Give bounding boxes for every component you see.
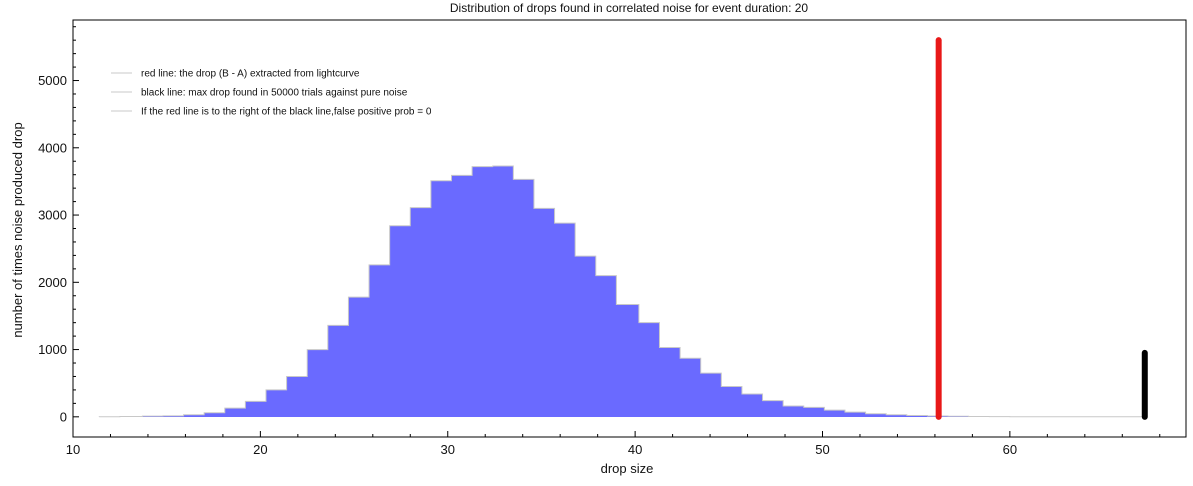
histogram-bar <box>204 412 225 417</box>
histogram-bar <box>369 264 390 417</box>
histogram-bar <box>575 256 596 417</box>
x-tick-label: 40 <box>628 442 642 457</box>
histogram-bar <box>700 373 722 417</box>
histogram-bar <box>492 165 514 417</box>
legend: red line: the drop (B - A) extracted fro… <box>111 69 432 118</box>
y-axis-ticks: 0 1000 2000 3000 4000 5000 <box>38 26 79 424</box>
legend-entry: black line: max drop found in 50000 tria… <box>141 88 408 99</box>
y-tick-label: 1000 <box>38 342 67 357</box>
x-tick-label: 20 <box>253 442 267 457</box>
histogram-bar <box>741 393 763 417</box>
histogram-bar <box>616 304 639 417</box>
histogram-bar <box>472 166 493 417</box>
histogram-bars <box>99 165 1145 417</box>
histogram-bar <box>659 347 681 417</box>
histogram-bar <box>886 414 907 417</box>
histogram-bar <box>533 208 555 417</box>
histogram-bar <box>183 414 205 417</box>
x-tick-label: 10 <box>66 442 80 457</box>
x-axis-label: drop size <box>601 461 654 476</box>
histogram-bar <box>803 407 825 417</box>
x-tick-label: 50 <box>815 442 829 457</box>
histogram-bar <box>410 207 431 417</box>
histogram-bar <box>783 406 804 417</box>
histogram-bar <box>162 415 184 417</box>
histogram-bar <box>906 415 928 417</box>
y-tick-label: 0 <box>60 409 67 424</box>
y-tick-label: 5000 <box>38 73 67 88</box>
histogram-bar <box>595 275 617 417</box>
histogram-bar <box>286 376 308 417</box>
histogram-bar <box>513 179 534 417</box>
legend-entry: If the red line is to the right of the b… <box>141 107 432 118</box>
x-tick-label: 60 <box>1003 442 1017 457</box>
histogram-bar <box>844 412 866 417</box>
histogram-bar <box>307 349 328 417</box>
histogram-bar <box>245 401 266 417</box>
histogram-bar <box>224 408 246 417</box>
histogram-bar <box>265 389 287 417</box>
y-tick-label: 4000 <box>38 140 67 155</box>
histogram-bar <box>554 223 576 417</box>
histogram-bar <box>430 180 452 417</box>
x-axis-ticks: 10 20 30 40 50 60 <box>66 431 1161 457</box>
histogram-bar <box>865 413 887 417</box>
y-axis-label: number of times noise produced drop <box>10 122 25 337</box>
histogram-bar <box>451 175 473 417</box>
y-tick-label: 3000 <box>38 208 67 223</box>
histogram-bar <box>721 386 742 417</box>
vertical-lines <box>935 37 1148 420</box>
x-tick-label: 30 <box>441 442 455 457</box>
histogram-bar <box>762 400 784 417</box>
y-tick-label: 2000 <box>38 275 67 290</box>
histogram-bar <box>680 358 701 417</box>
histogram-bar <box>348 297 370 417</box>
histogram-bar <box>638 322 660 417</box>
chart-title: Distribution of drops found in correlate… <box>450 1 809 15</box>
histogram-bar <box>389 225 411 417</box>
histogram-bar <box>327 325 349 417</box>
histogram-bar <box>824 410 845 417</box>
legend-entry: red line: the drop (B - A) extracted fro… <box>141 69 360 80</box>
